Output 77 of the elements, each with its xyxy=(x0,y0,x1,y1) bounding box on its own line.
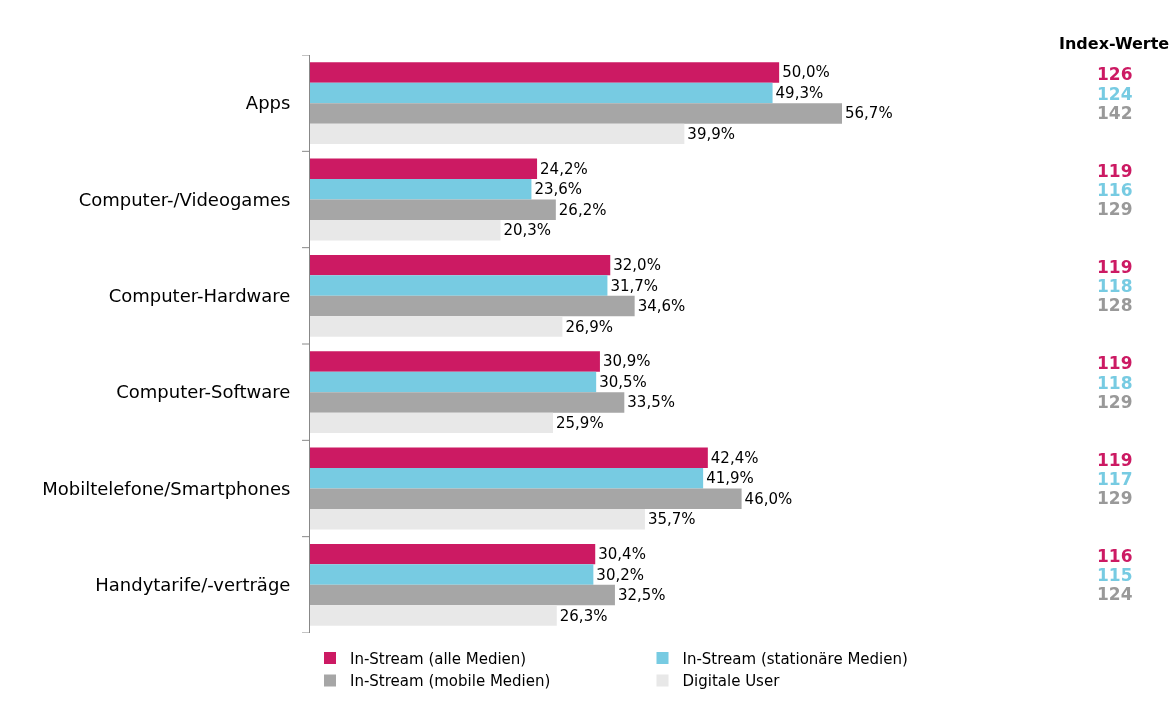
bar xyxy=(310,447,708,469)
data-label: 31,7% xyxy=(610,276,659,295)
text: 124 xyxy=(1097,84,1133,104)
text: 119 xyxy=(1097,161,1133,181)
text: 128 xyxy=(1097,295,1133,315)
text: 119 xyxy=(1097,450,1133,470)
data-label: 32,0% xyxy=(613,256,661,275)
bar xyxy=(310,488,742,509)
text: 119 xyxy=(1097,353,1133,373)
y-tick-label: Computer-Hardware xyxy=(108,285,291,307)
y-tick-label: Computer-Software xyxy=(116,381,291,403)
legend-label: In-Stream (mobile Medien) xyxy=(350,672,551,691)
data-label: 20,3% xyxy=(503,221,552,240)
data-label: 32,5% xyxy=(617,586,666,605)
bar xyxy=(310,295,635,317)
legend-label: Digitale User xyxy=(682,672,781,691)
text: 118 xyxy=(1097,373,1133,393)
bar xyxy=(310,564,594,585)
text: 116 xyxy=(1097,546,1133,566)
bar xyxy=(310,254,611,276)
bar xyxy=(310,351,600,372)
text: 129 xyxy=(1097,392,1133,412)
y-tick-label: Handytarife/-verträge xyxy=(95,574,291,596)
data-label: 25,9% xyxy=(556,413,604,432)
bar xyxy=(310,543,596,565)
data-label: 26,3% xyxy=(559,606,608,625)
bar xyxy=(310,158,538,180)
data-label: 30,5% xyxy=(599,372,647,391)
data-label: 49,3% xyxy=(775,83,824,102)
text: 124 xyxy=(1097,584,1133,604)
bar xyxy=(310,275,608,296)
bar xyxy=(310,605,557,626)
y-tick-label: Apps xyxy=(245,92,291,114)
data-label: 30,4% xyxy=(598,545,646,564)
text: 117 xyxy=(1097,469,1133,489)
data-label: 30,9% xyxy=(602,352,651,371)
data-label: 56,7% xyxy=(845,104,893,123)
data-label: 34,6% xyxy=(637,297,686,316)
text: 116 xyxy=(1097,180,1133,200)
data-label: 41,9% xyxy=(706,469,754,488)
data-label: 24,2% xyxy=(540,159,588,178)
bar xyxy=(310,371,597,393)
bar xyxy=(310,468,704,489)
text: Index-Werte xyxy=(1059,34,1170,53)
bar xyxy=(310,179,532,200)
text: 115 xyxy=(1097,565,1133,585)
data-label: 39,9% xyxy=(687,124,736,143)
bar xyxy=(310,103,842,124)
data-label: 30,2% xyxy=(596,565,645,584)
text: 129 xyxy=(1097,488,1133,508)
bar xyxy=(310,392,625,413)
text: 119 xyxy=(1097,257,1133,277)
bar xyxy=(310,123,685,145)
data-label: 35,7% xyxy=(647,510,696,529)
bar xyxy=(310,412,554,434)
legend-label: In-Stream (stationäre Medien) xyxy=(682,649,908,668)
bar xyxy=(310,199,556,220)
text: 129 xyxy=(1097,199,1133,219)
legend-label: In-Stream (alle Medien) xyxy=(350,649,527,668)
bar xyxy=(310,62,780,83)
bar xyxy=(310,219,501,241)
bar xyxy=(310,316,563,337)
bar xyxy=(310,584,615,606)
text: 118 xyxy=(1097,276,1133,296)
y-tick-label: Mobiltelefone/Smartphones xyxy=(42,477,291,499)
bar xyxy=(310,508,645,530)
data-label: 46,0% xyxy=(744,489,793,508)
y-tick-label: Computer-/Videogames xyxy=(78,188,291,210)
data-label: 50,0% xyxy=(782,63,830,82)
bar xyxy=(310,82,773,104)
data-label: 33,5% xyxy=(627,393,675,412)
data-label: 26,2% xyxy=(558,200,607,219)
text: 126 xyxy=(1097,64,1133,84)
data-label: 23,6% xyxy=(534,180,583,199)
text: 142 xyxy=(1097,103,1133,123)
data-label: 26,9% xyxy=(565,317,614,336)
data-label: 42,4% xyxy=(710,448,759,467)
